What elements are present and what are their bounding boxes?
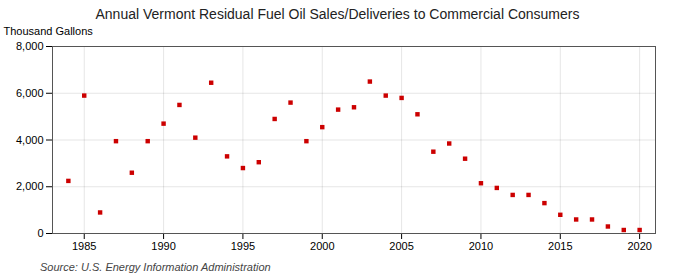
svg-text:1990: 1990 [151,240,175,252]
svg-text:2010: 2010 [469,240,493,252]
svg-text:4,000: 4,000 [16,134,44,146]
svg-text:2005: 2005 [389,240,413,252]
svg-text:2015: 2015 [548,240,572,252]
html-text:Annual Vermont Residual Fuel O: Annual Vermont Residual Fuel Oil Sales/D… [95,6,580,22]
svg-text:Thousand Gallons: Thousand Gallons [4,25,94,37]
svg-text:2000: 2000 [310,240,334,252]
svg-text:1995: 1995 [231,240,255,252]
html-text:Source: U.S. Energy Informatio: Source: U.S. Energy Information Administ… [40,261,271,273]
svg-text:1985: 1985 [72,240,96,252]
svg-text:8,000: 8,000 [16,40,44,52]
svg-text:2020: 2020 [627,240,651,252]
svg-text:6,000: 6,000 [16,87,44,99]
svg-text:2,000: 2,000 [16,180,44,192]
svg-text:0: 0 [37,227,43,239]
